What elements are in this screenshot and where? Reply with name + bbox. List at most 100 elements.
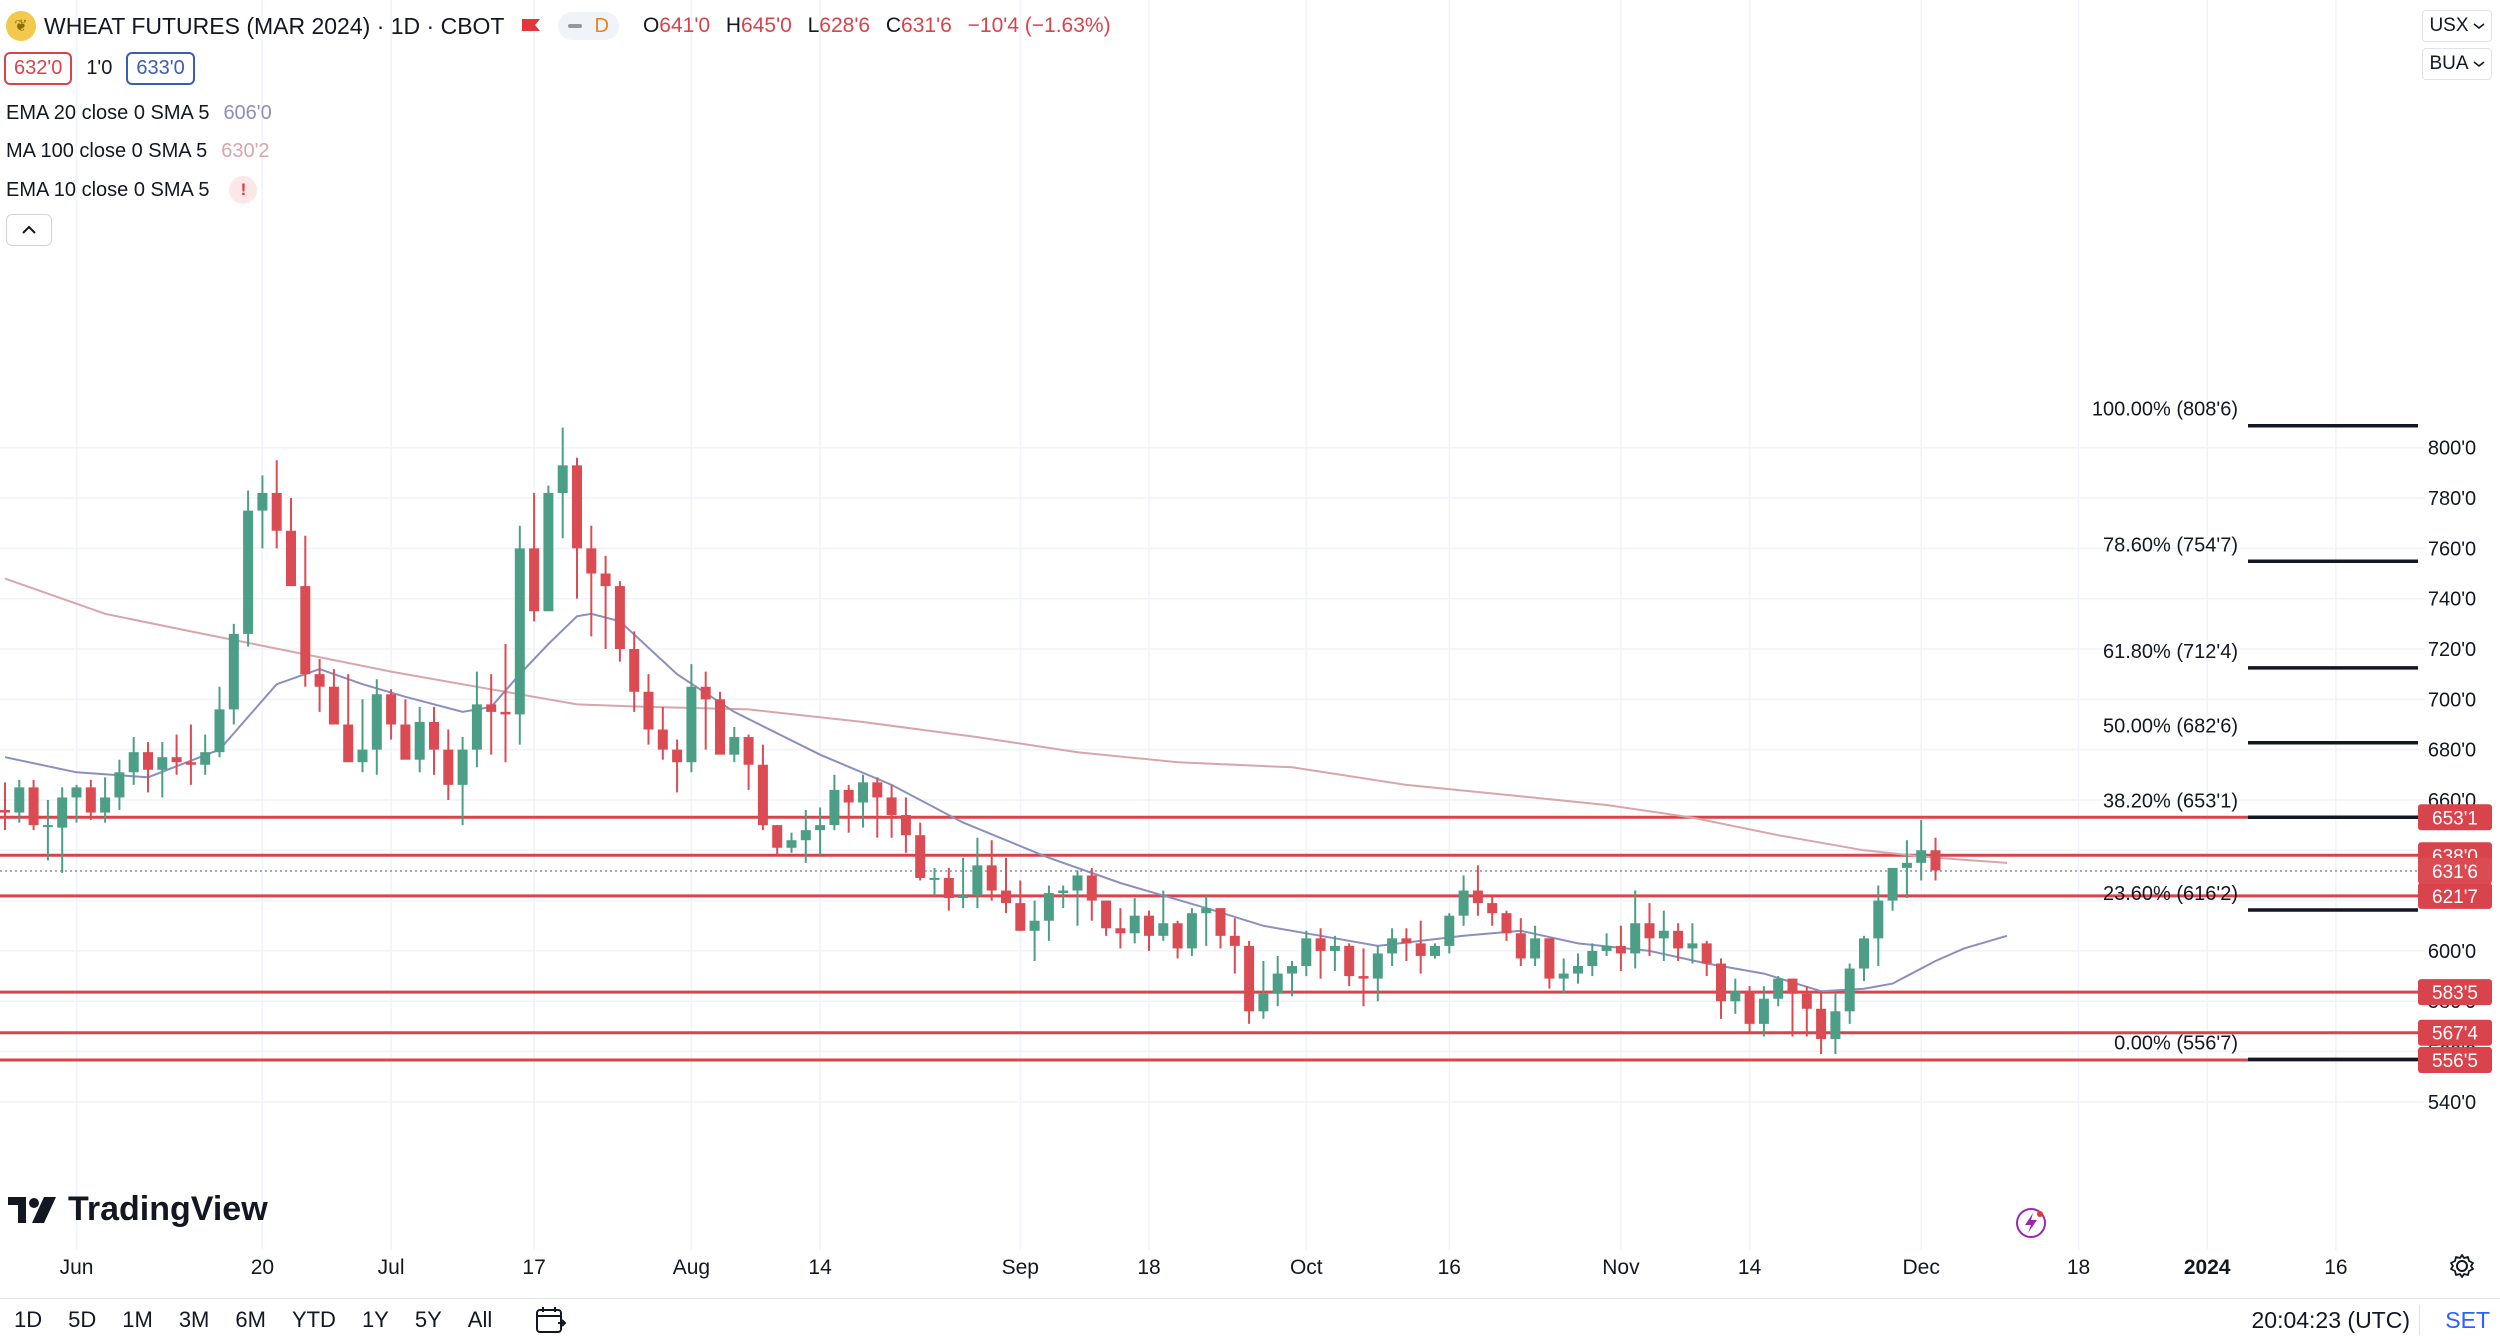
indicator-ma100[interactable]: MA 100 close 0 SMA 5 630'2 (6, 140, 270, 163)
measure-unit-button[interactable]: BUA (2422, 48, 2492, 80)
sell-price-button[interactable]: 632'0 (4, 52, 73, 85)
collapse-indicators-button[interactable] (6, 214, 52, 246)
tradingview-logo-icon (8, 1196, 56, 1223)
candle-body (1816, 1008, 1827, 1039)
range-button-5y[interactable]: 5Y (414, 1307, 442, 1332)
indicator-ema10[interactable]: EMA 10 close 0 SMA 5 ! (6, 176, 258, 204)
candle (986, 840, 997, 901)
range-button-1y[interactable]: 1Y (361, 1307, 389, 1332)
candle (1530, 925, 1541, 967)
candle (1859, 935, 1869, 982)
settlement-button[interactable]: SET (2445, 1307, 2490, 1333)
trade-prices: 632'0 1'0 633'0 (4, 52, 195, 85)
flag-icon[interactable] (520, 17, 542, 35)
candle-body (529, 548, 540, 612)
indicator-ema20[interactable]: EMA 20 close 0 SMA 5 606'0 (6, 102, 272, 125)
candle (1186, 908, 1197, 956)
candle-body (786, 840, 797, 848)
candle (1615, 925, 1626, 972)
candle-body (943, 877, 954, 899)
x-tick-label: 2024 (2184, 1256, 2231, 1279)
candle (1201, 895, 1212, 946)
candle-body (1773, 978, 1784, 999)
candle-body (300, 586, 311, 675)
price-tag-label: 583'5 (2432, 983, 2478, 1004)
indicator-label: EMA 10 close 0 SMA 5 (6, 178, 210, 201)
price-tag-bg (2418, 979, 2492, 1006)
candle (1415, 920, 1426, 974)
candle-body (1558, 973, 1569, 979)
candle-body (343, 724, 354, 763)
candle (1358, 948, 1369, 1007)
x-tick-label: 16 (2324, 1256, 2347, 1279)
candle-body (1472, 890, 1483, 904)
y-tick-label: 740'0 (2428, 589, 2476, 611)
warning-icon[interactable]: ! (229, 176, 258, 204)
ohlc-value: 645'0 (741, 14, 792, 37)
candle-body (429, 721, 439, 750)
symbol-title[interactable]: WHEAT FUTURES (MAR 2024) · 1D · CBOT (44, 12, 505, 39)
candle-body (1830, 1011, 1841, 1039)
price-tag-bg (2418, 1019, 2492, 1046)
price-tag-bg (2418, 858, 2492, 885)
candle-body (929, 877, 940, 880)
range-button-5d[interactable]: 5D (68, 1307, 97, 1332)
candle (1172, 920, 1183, 959)
candle (1043, 885, 1054, 941)
candle (1058, 885, 1069, 909)
candle (28, 779, 39, 831)
candle (157, 742, 168, 798)
range-button-1d[interactable]: 1D (14, 1307, 43, 1332)
gear-icon[interactable] (2448, 1252, 2476, 1280)
price-tag-label: 567'4 (2432, 1024, 2478, 1045)
candle (1258, 960, 1269, 1019)
candle-body (1072, 875, 1083, 891)
candle (271, 460, 282, 549)
range-button-3m[interactable]: 3M (178, 1307, 210, 1332)
lightning-icon[interactable] (2014, 1206, 2048, 1240)
candle (1387, 928, 1398, 967)
candle (1086, 867, 1097, 921)
x-tick-label: Sep (1002, 1256, 1039, 1279)
candle-body (858, 782, 868, 803)
bottom-toolbar: 1D 5D 1M 3M 6M YTD 1Y 5Y All 20:04:23 (U… (0, 1298, 2500, 1340)
candle-body (1587, 950, 1598, 967)
candle-body (1501, 913, 1512, 934)
candle-body (672, 749, 683, 763)
candle (1916, 820, 1927, 881)
range-button-ytd[interactable]: YTD (291, 1307, 336, 1332)
indicator-value: 630'2 (221, 140, 270, 162)
candle (1558, 958, 1569, 994)
candle (1101, 900, 1112, 936)
candle (314, 659, 325, 712)
buy-price-button[interactable]: 633'0 (126, 52, 195, 85)
candle-body (1930, 850, 1941, 871)
utc-clock[interactable]: 20:04:23 (UTC) (2251, 1307, 2410, 1333)
range-selector: 1D 5D 1M 3M 6M YTD 1Y 5Y All (0, 1299, 568, 1340)
candle-body (1029, 920, 1040, 931)
x-tick-label: Aug (673, 1256, 710, 1279)
ohlc-readout: O641'0 H645'0 L628'6 C631'6 −10'4 (−1.63… (643, 14, 1111, 38)
currency-unit-button[interactable]: USX (2422, 10, 2492, 42)
range-button-all[interactable]: All (467, 1307, 493, 1332)
candle-body (1859, 938, 1869, 969)
candle-body (371, 694, 382, 750)
range-button-6m[interactable]: 6M (235, 1307, 266, 1332)
candle (629, 631, 640, 712)
candle-body (243, 510, 254, 634)
ohlc-label: H (725, 14, 742, 37)
measure-unit-label: BUA (2429, 53, 2469, 74)
candle (228, 623, 239, 725)
x-tick-label: 17 (522, 1256, 545, 1279)
candle-body (1530, 938, 1541, 959)
price-tag-label: 631'6 (2432, 862, 2478, 883)
tradingview-logo[interactable]: TradingView (8, 1190, 268, 1229)
x-tick-label: 18 (1137, 1256, 1160, 1279)
ohlc-label: C (885, 14, 902, 37)
range-button-1m[interactable]: 1M (122, 1307, 153, 1332)
candle-body (1873, 900, 1884, 939)
candle-body (171, 757, 182, 763)
calendar-icon[interactable] (534, 1305, 568, 1335)
delay-badge[interactable]: D (558, 12, 619, 40)
